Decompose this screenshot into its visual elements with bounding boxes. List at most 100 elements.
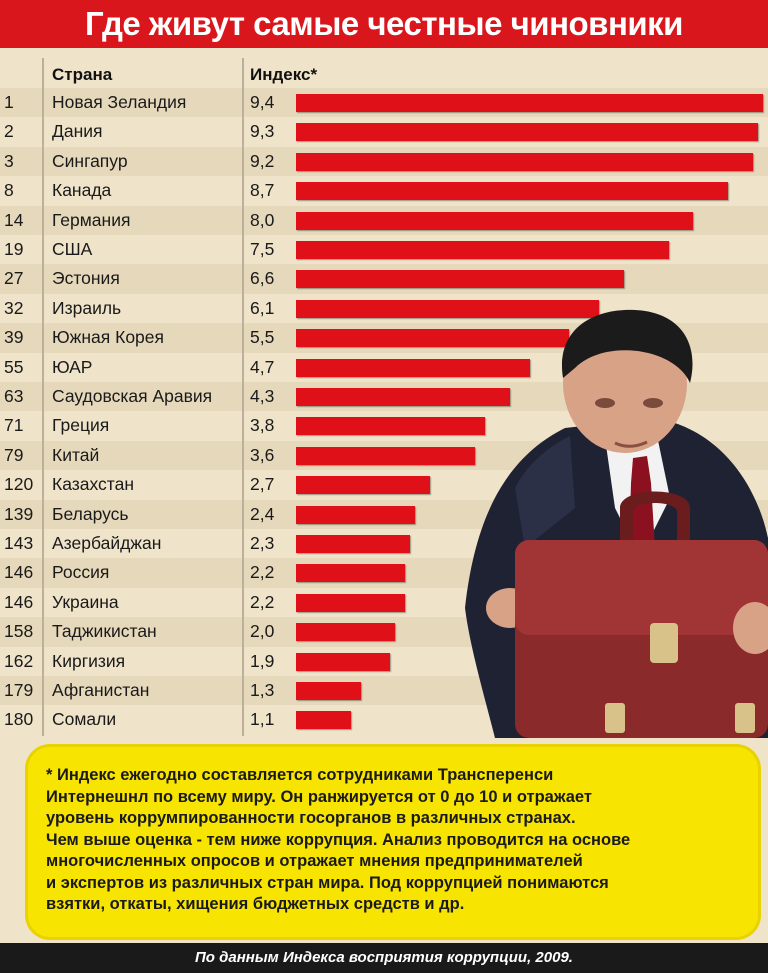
value-label: 4,7: [250, 356, 275, 377]
value-label: 2,0: [250, 621, 275, 642]
official-with-briefcase-illustration: [465, 309, 768, 738]
index-bar: [296, 241, 669, 259]
table-row: 27 Эстония 6,6: [0, 264, 768, 294]
footnote-text: * Индекс ежегодно составляется сотрудник…: [46, 766, 631, 913]
value-label: 1,3: [250, 680, 275, 700]
table-row: 71 Греция 3,8: [0, 411, 768, 440]
index-bar: [296, 682, 361, 700]
column-divider-rank: [42, 58, 44, 736]
country-column-header: Страна: [52, 65, 113, 84]
country-label: Украина: [52, 591, 119, 612]
country-label: Дания: [52, 121, 103, 142]
table-row: 162 Киргизия 1,9: [0, 647, 768, 676]
rank-label: 71: [4, 415, 24, 436]
country-label: Греция: [52, 415, 110, 436]
country-label: Казахстан: [52, 474, 135, 495]
source-text: По данным Индекса восприятия коррупции, …: [195, 949, 573, 966]
table-row: 19 США 7,5: [0, 235, 768, 264]
index-bar: [296, 182, 729, 201]
source-bar: По данным Индекса восприятия коррупции, …: [0, 943, 768, 973]
rank-label: 162: [4, 650, 34, 671]
index-bar: [296, 505, 416, 524]
rank-label: 139: [4, 503, 34, 524]
country-label: Сомали: [52, 709, 117, 730]
index-bar: [296, 652, 391, 671]
index-bar: [296, 535, 411, 553]
index-bar: [296, 476, 431, 495]
rank-label: 79: [4, 444, 24, 465]
index-bar: [296, 94, 763, 112]
value-label: 8,7: [250, 180, 275, 201]
rank-label: 146: [4, 562, 34, 583]
table-row: 143 Азербайджан 2,3: [0, 529, 768, 558]
table-row: 55 ЮАР 4,7: [0, 353, 768, 382]
country-label: Афганистан: [52, 680, 150, 700]
rank-label: 158: [4, 621, 34, 642]
value-label: 2,4: [250, 503, 275, 524]
table-row: 8 Канада 8,7: [0, 176, 768, 205]
value-label: 1,1: [250, 709, 275, 730]
country-label: Германия: [52, 209, 131, 230]
value-label: 2,2: [250, 562, 275, 583]
country-label: Израиль: [52, 297, 122, 318]
rank-label: 1: [4, 92, 14, 112]
index-bar: [296, 446, 475, 465]
country-label: США: [52, 239, 93, 259]
table-row: 180 Сомали 1,1: [0, 705, 768, 734]
index-bar: [296, 211, 694, 230]
rank-label: 3: [4, 150, 14, 171]
value-label: 3,6: [250, 444, 275, 465]
rank-label: 120: [4, 474, 34, 495]
value-label: 9,2: [250, 150, 275, 171]
index-bar: [296, 299, 600, 318]
country-label: Китай: [52, 444, 100, 465]
index-bar: [296, 388, 510, 406]
table-row: 146 Украина 2,2: [0, 588, 768, 617]
rank-label: 8: [4, 180, 14, 201]
value-label: 4,3: [250, 386, 275, 406]
value-label: 6,6: [250, 268, 275, 289]
value-label: 2,2: [250, 591, 275, 612]
country-label: Новая Зеландия: [52, 92, 187, 112]
rank-label: 179: [4, 680, 34, 700]
country-label: Беларусь: [52, 503, 129, 524]
table-row: 2 Дания 9,3: [0, 117, 768, 146]
footnote-box: * Индекс ежегодно составляется сотрудник…: [28, 747, 758, 937]
rank-label: 32: [4, 297, 24, 318]
value-label: 7,5: [250, 239, 275, 259]
column-divider-index: [242, 58, 244, 736]
table-row: 14 Германия 8,0: [0, 205, 768, 235]
country-label: Россия: [52, 562, 110, 583]
country-label: Киргизия: [52, 650, 126, 671]
country-label: Саудовская Аравия: [52, 386, 213, 406]
value-label: 2,7: [250, 474, 275, 495]
country-label: Таджикистан: [52, 621, 157, 642]
value-label: 1,9: [250, 650, 275, 671]
index-column-header: Индекс*: [250, 65, 318, 84]
country-label: Эстония: [52, 268, 120, 289]
rank-label: 14: [4, 209, 24, 230]
value-label: 9,4: [250, 92, 275, 112]
rank-label: 2: [4, 121, 14, 142]
value-label: 8,0: [250, 209, 275, 230]
table-row: 32 Израиль 6,1: [0, 294, 768, 323]
index-bar: [296, 270, 624, 289]
chart-title: Где живут самые честные чиновники: [85, 5, 683, 42]
country-label: Азербайджан: [52, 533, 162, 553]
rank-label: 39: [4, 327, 24, 348]
index-bar: [296, 564, 406, 583]
value-label: 9,3: [250, 121, 275, 142]
rank-label: 55: [4, 356, 24, 377]
country-label: Канада: [52, 180, 112, 201]
country-label: Сингапур: [52, 150, 128, 171]
table-row: 120 Казахстан 2,7: [0, 470, 768, 499]
rank-label: 27: [4, 268, 24, 289]
title-bar: Где живут самые честные чиновники: [0, 0, 768, 48]
rank-label: 143: [4, 533, 34, 553]
table-row: 1 Новая Зеландия 9,4: [0, 88, 768, 118]
rank-label: 63: [4, 386, 24, 406]
country-label: Южная Корея: [52, 327, 164, 348]
rank-label: 146: [4, 591, 34, 612]
index-bar: [296, 711, 351, 730]
rank-label: 19: [4, 239, 24, 259]
